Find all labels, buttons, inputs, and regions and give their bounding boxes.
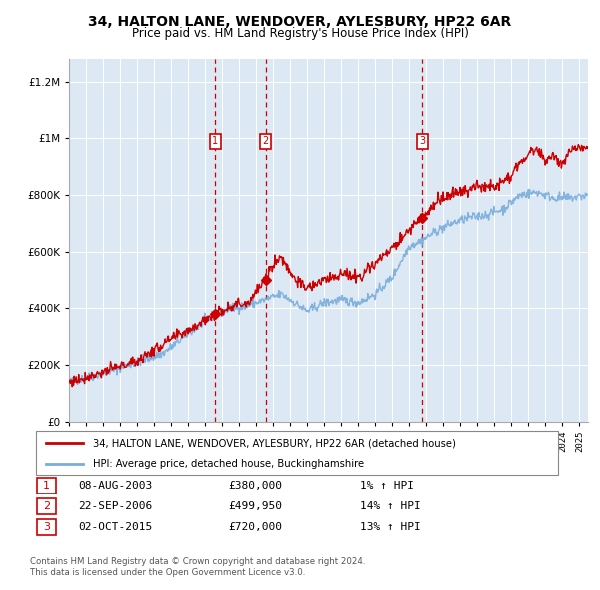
Text: This data is licensed under the Open Government Licence v3.0.: This data is licensed under the Open Gov… (30, 568, 305, 577)
Text: HPI: Average price, detached house, Buckinghamshire: HPI: Average price, detached house, Buck… (94, 459, 365, 469)
Text: 34, HALTON LANE, WENDOVER, AYLESBURY, HP22 6AR: 34, HALTON LANE, WENDOVER, AYLESBURY, HP… (88, 15, 512, 29)
Text: 02-OCT-2015: 02-OCT-2015 (78, 522, 152, 532)
Text: 22-SEP-2006: 22-SEP-2006 (78, 502, 152, 511)
FancyBboxPatch shape (37, 478, 56, 493)
Text: 1: 1 (212, 136, 218, 146)
FancyBboxPatch shape (36, 431, 558, 475)
FancyBboxPatch shape (37, 519, 56, 535)
Text: 13% ↑ HPI: 13% ↑ HPI (360, 522, 421, 532)
Text: 1: 1 (43, 481, 50, 490)
Text: 2: 2 (262, 136, 269, 146)
Text: Contains HM Land Registry data © Crown copyright and database right 2024.: Contains HM Land Registry data © Crown c… (30, 558, 365, 566)
Text: 3: 3 (43, 522, 50, 532)
Text: 2: 2 (43, 502, 50, 511)
Text: 3: 3 (419, 136, 425, 146)
Text: Price paid vs. HM Land Registry's House Price Index (HPI): Price paid vs. HM Land Registry's House … (131, 27, 469, 40)
FancyBboxPatch shape (37, 498, 56, 514)
Text: 1% ↑ HPI: 1% ↑ HPI (360, 481, 414, 490)
Text: 08-AUG-2003: 08-AUG-2003 (78, 481, 152, 490)
Text: £380,000: £380,000 (228, 481, 282, 490)
Text: £499,950: £499,950 (228, 502, 282, 511)
Text: £720,000: £720,000 (228, 522, 282, 532)
Text: 34, HALTON LANE, WENDOVER, AYLESBURY, HP22 6AR (detached house): 34, HALTON LANE, WENDOVER, AYLESBURY, HP… (94, 438, 456, 448)
Text: 14% ↑ HPI: 14% ↑ HPI (360, 502, 421, 511)
